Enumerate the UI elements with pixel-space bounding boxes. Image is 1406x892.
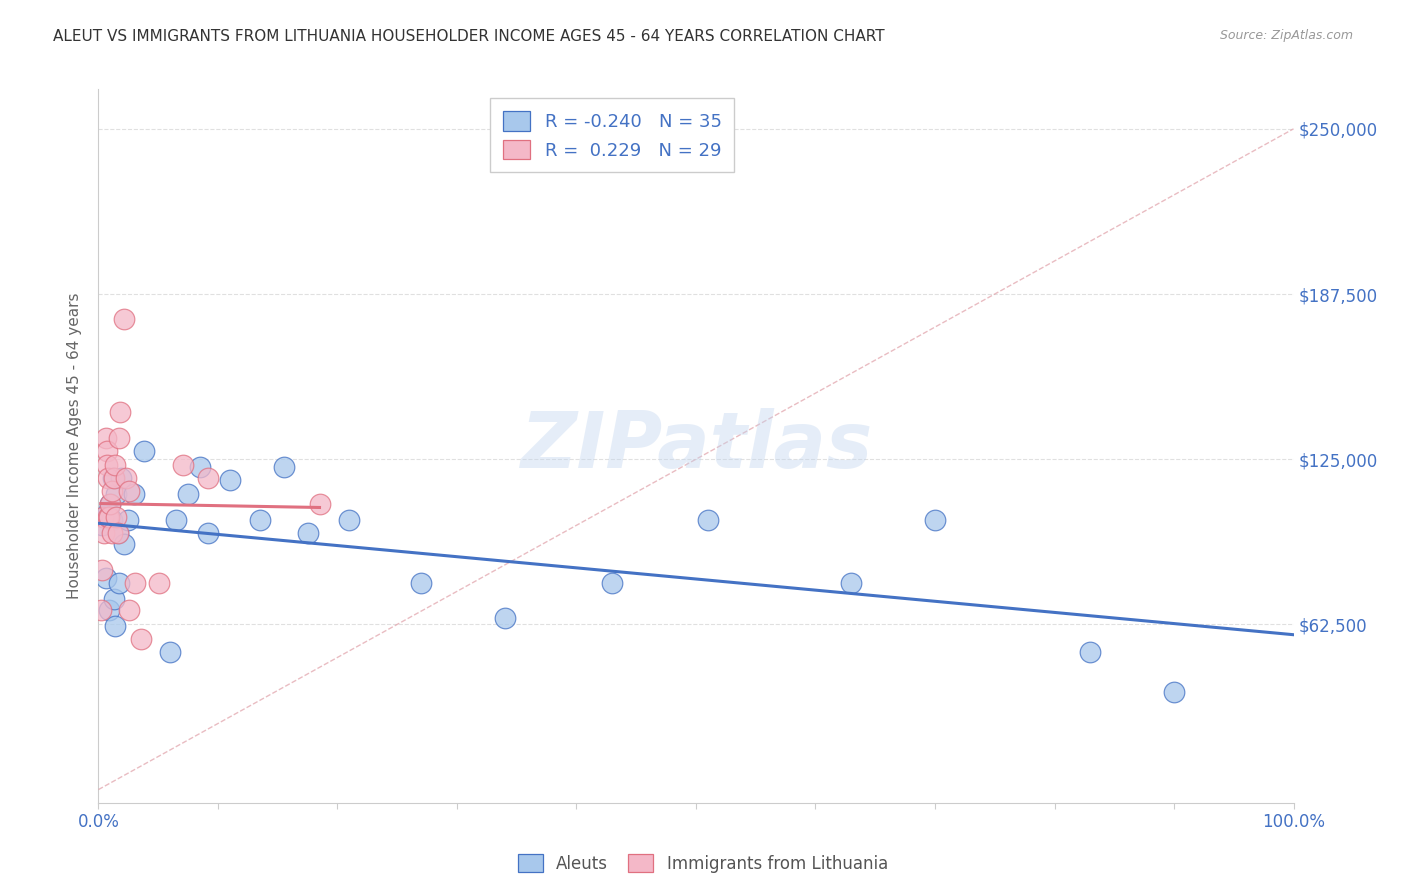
Point — [602, 576, 624, 591]
Point — [124, 486, 146, 500]
Point — [96, 444, 118, 458]
Point — [98, 510, 121, 524]
Point — [107, 526, 129, 541]
Point — [132, 444, 155, 458]
Legend: Aleuts, Immigrants from Lithuania: Aleuts, Immigrants from Lithuania — [512, 847, 894, 880]
Point — [110, 471, 132, 485]
Point — [197, 471, 219, 485]
Point — [297, 526, 319, 541]
Point — [697, 513, 720, 527]
Point — [131, 632, 153, 646]
Point — [105, 486, 128, 500]
Point — [98, 497, 122, 511]
Point — [97, 510, 120, 524]
Point — [197, 526, 219, 541]
Point — [94, 571, 117, 585]
Point — [103, 471, 125, 485]
Text: ZIPatlas: ZIPatlas — [520, 408, 872, 484]
Point — [118, 603, 141, 617]
Point — [1163, 685, 1185, 699]
Point — [494, 611, 516, 625]
Point — [219, 474, 242, 488]
Point — [124, 576, 146, 591]
Point — [103, 592, 125, 607]
Point — [100, 483, 122, 498]
Point — [112, 312, 135, 326]
Y-axis label: Householder Income Ages 45 - 64 years: Householder Income Ages 45 - 64 years — [66, 293, 82, 599]
Point — [97, 505, 120, 519]
Point — [115, 471, 138, 485]
Point — [93, 526, 115, 541]
Point — [273, 460, 295, 475]
Point — [177, 486, 200, 500]
Point — [107, 526, 129, 541]
Point — [101, 471, 124, 485]
Point — [841, 576, 863, 591]
Point — [118, 483, 141, 498]
Point — [117, 513, 139, 527]
Point — [148, 576, 170, 591]
Point — [411, 576, 433, 591]
Text: Source: ZipAtlas.com: Source: ZipAtlas.com — [1219, 29, 1353, 42]
Point — [107, 576, 129, 591]
Point — [100, 526, 122, 541]
Point — [104, 618, 127, 632]
Point — [100, 513, 122, 527]
Point — [339, 513, 361, 527]
Point — [90, 603, 112, 617]
Point — [91, 563, 114, 577]
Point — [188, 460, 211, 475]
Point — [91, 510, 114, 524]
Point — [105, 510, 128, 524]
Point — [108, 404, 131, 418]
Point — [165, 513, 187, 527]
Point — [172, 458, 194, 472]
Point — [924, 513, 946, 527]
Point — [96, 458, 118, 472]
Text: ALEUT VS IMMIGRANTS FROM LITHUANIA HOUSEHOLDER INCOME AGES 45 - 64 YEARS CORRELA: ALEUT VS IMMIGRANTS FROM LITHUANIA HOUSE… — [53, 29, 884, 44]
Point — [1080, 645, 1102, 659]
Point — [249, 513, 271, 527]
Point — [91, 518, 114, 533]
Point — [94, 431, 117, 445]
Point — [98, 603, 121, 617]
Point — [104, 458, 127, 472]
Point — [98, 497, 122, 511]
Point — [308, 497, 330, 511]
Point — [112, 537, 135, 551]
Point — [97, 471, 120, 485]
Legend: R = -0.240   N = 35, R =  0.229   N = 29: R = -0.240 N = 35, R = 0.229 N = 29 — [491, 98, 734, 172]
Point — [159, 645, 181, 659]
Point — [107, 431, 129, 445]
